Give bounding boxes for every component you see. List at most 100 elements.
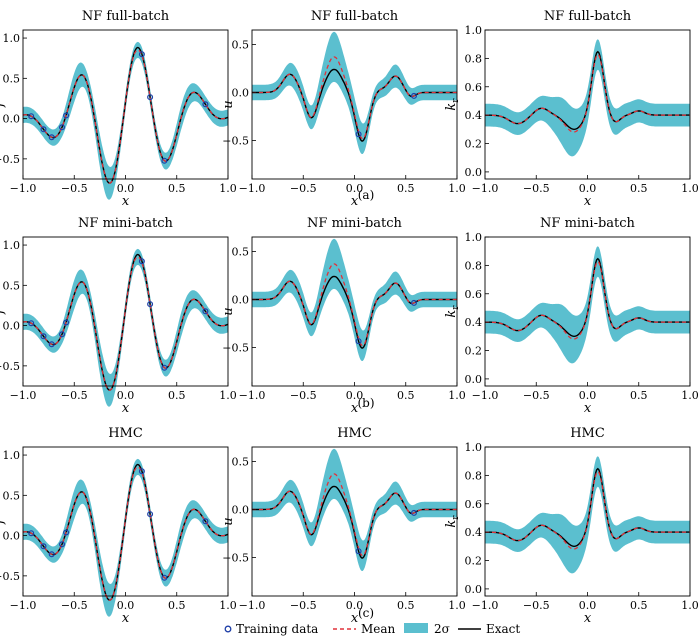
y-tick-label: −0.5 xyxy=(222,342,249,355)
training-point xyxy=(48,551,55,558)
y-tick-label: −0.5 xyxy=(0,153,20,166)
y-tick-label: 1.0 xyxy=(465,231,483,244)
panel-u-0: −1.0 −0.5 0.0 0.5 1.0 −0.5 0.0 0.5 NF full-batch… xyxy=(221,9,466,209)
training-point xyxy=(411,92,418,99)
panel-k-0: −1.0 −0.5 0.0 0.5 1.0 0.0 0.2 0.4 0.6 0.8 1.0 NF fu… xyxy=(444,9,699,209)
x-axis-label: x xyxy=(122,401,130,416)
y-axis-label-subscript: r xyxy=(451,98,461,103)
legend-label-training: Training data xyxy=(236,622,318,636)
x-tick-label: −1.0 xyxy=(472,389,499,402)
x-tick-label: 0.0 xyxy=(346,599,364,612)
x-tick-label: 0.5 xyxy=(630,599,648,612)
x-tick-label: 1.0 xyxy=(448,389,466,402)
x-tick-label: −0.5 xyxy=(290,389,317,402)
training-point xyxy=(138,258,145,265)
y-tick-label: 0.8 xyxy=(465,259,483,272)
panel-f-0: −1.0 −0.5 0.0 0.5 1.0 −0.5 0.0 0.5 1.0 NF full-ba… xyxy=(0,9,237,209)
training-point xyxy=(28,320,35,327)
training-point xyxy=(355,131,362,138)
x-tick-label: 0.0 xyxy=(579,389,597,402)
y-tick-label: 0.6 xyxy=(465,498,483,511)
training-point xyxy=(161,157,168,164)
x-tick-label: 1.0 xyxy=(219,599,237,612)
x-tick-label: −1.0 xyxy=(10,599,37,612)
exact-line xyxy=(22,253,229,391)
x-tick-label: 0.0 xyxy=(579,599,597,612)
x-tick-label: 0.5 xyxy=(630,389,648,402)
training-point xyxy=(411,509,418,516)
training-point xyxy=(202,101,209,108)
x-tick-label: 0.0 xyxy=(346,389,364,402)
x-tick-label: −0.5 xyxy=(290,599,317,612)
x-tick-label: 0.5 xyxy=(630,182,648,195)
y-tick-label: 0.5 xyxy=(232,38,250,51)
training-point xyxy=(58,331,65,338)
x-tick-label: 1.0 xyxy=(219,182,237,195)
mean-line xyxy=(484,53,690,133)
x-axis-label: x xyxy=(351,194,359,209)
training-point xyxy=(138,51,145,58)
panel-title: HMC xyxy=(337,426,372,441)
training-point xyxy=(411,299,418,306)
x-tick-label: 1.0 xyxy=(219,389,237,402)
y-tick-label: 0.2 xyxy=(465,555,483,568)
panel-title: NF mini-batch xyxy=(540,216,636,231)
x-tick-label: −1.0 xyxy=(472,182,499,195)
panel-k-1: −1.0 −0.5 0.0 0.5 1.0 0.0 0.2 0.4 0.6 0.8 1.0 NF mi… xyxy=(444,216,699,416)
x-tick-label: 0.5 xyxy=(397,599,415,612)
training-point xyxy=(40,333,47,340)
training-point xyxy=(40,126,47,133)
mean-line xyxy=(484,470,690,550)
x-tick-label: 1.0 xyxy=(681,389,699,402)
y-tick-label: 1.0 xyxy=(465,24,483,37)
band-2sigma xyxy=(485,456,690,574)
x-axis-label: x xyxy=(584,611,592,626)
training-point xyxy=(58,541,65,548)
training-point xyxy=(355,548,362,555)
x-tick-label: −0.5 xyxy=(61,599,88,612)
panel-title: NF mini-batch xyxy=(78,216,174,231)
y-axis-label: f xyxy=(0,100,7,108)
training-point xyxy=(58,124,65,131)
mean-line xyxy=(22,466,229,601)
y-tick-label: 0.4 xyxy=(465,526,483,539)
y-tick-label: 0.0 xyxy=(3,530,21,543)
x-tick-label: −1.0 xyxy=(472,599,499,612)
band-2sigma xyxy=(23,458,228,617)
x-tick-label: 0.5 xyxy=(397,389,415,402)
y-axis-label-subscript: r xyxy=(451,305,461,310)
mean-line xyxy=(22,49,229,184)
y-tick-label: −0.5 xyxy=(0,570,20,583)
x-tick-label: −0.5 xyxy=(523,182,550,195)
x-tick-label: 0.0 xyxy=(117,389,135,402)
y-axis-label: f xyxy=(0,307,7,315)
x-axis-label: x xyxy=(122,194,130,209)
y-tick-label: 0.2 xyxy=(465,138,483,151)
training-point xyxy=(48,341,55,348)
legend-label-exact: Exact xyxy=(486,622,520,636)
x-axis-label: x xyxy=(351,401,359,416)
y-tick-label: 0.6 xyxy=(465,81,483,94)
training-point xyxy=(202,518,209,525)
x-tick-label: 1.0 xyxy=(448,599,466,612)
x-tick-label: 0.0 xyxy=(117,599,135,612)
legend-label-mean: Mean xyxy=(361,622,396,636)
x-axis-label: x xyxy=(584,401,592,416)
band-2sigma xyxy=(252,238,457,361)
x-tick-label: −0.5 xyxy=(61,182,88,195)
x-tick-label: −1.0 xyxy=(239,599,266,612)
y-tick-label: 0.0 xyxy=(232,86,250,99)
training-marker-icon xyxy=(224,625,232,633)
y-tick-label: 0.0 xyxy=(465,373,483,386)
x-tick-label: −1.0 xyxy=(10,389,37,402)
y-tick-label: 0.4 xyxy=(465,316,483,329)
training-point xyxy=(63,529,70,536)
band-2sigma xyxy=(252,31,457,154)
y-tick-label: 0.0 xyxy=(465,166,483,179)
y-tick-label: −0.5 xyxy=(0,360,20,373)
panel-title: NF mini-batch xyxy=(307,216,403,231)
training-point xyxy=(48,134,55,141)
x-tick-label: −0.5 xyxy=(523,599,550,612)
training-point xyxy=(161,364,168,371)
